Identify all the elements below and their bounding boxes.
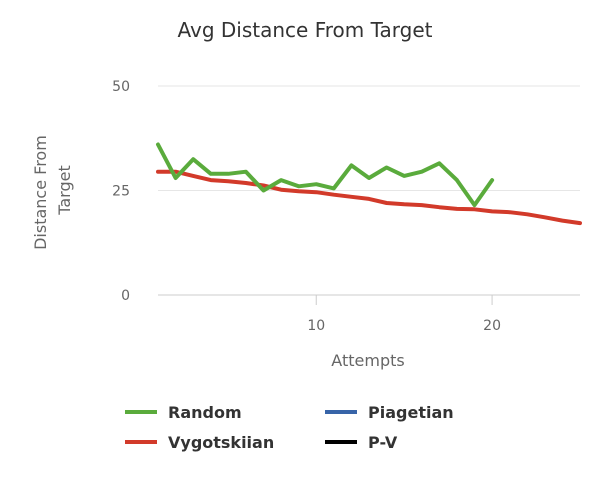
y-tick-label: 25 xyxy=(112,184,130,200)
y-axis-title: Distance From Target xyxy=(31,130,74,250)
legend: Random Piagetian Vygotskiian P-V xyxy=(125,403,454,452)
legend-item-vygotskiian[interactable]: Vygotskiian xyxy=(125,433,274,452)
chart-title: Avg Distance From Target xyxy=(178,18,433,42)
legend-label: P-V xyxy=(368,433,398,452)
legend-item-p-v[interactable]: P-V xyxy=(325,433,398,452)
legend-label: Piagetian xyxy=(368,403,454,422)
series-line-vygotskiian xyxy=(156,169,582,226)
x-tick-label: 10 xyxy=(307,318,325,334)
x-tick-label: 20 xyxy=(483,318,501,334)
series-lines xyxy=(156,142,582,226)
legend-item-random[interactable]: Random xyxy=(125,403,242,422)
axes: 0 25 50 10 20 xyxy=(112,79,580,334)
y-tick-label: 50 xyxy=(112,79,130,95)
legend-label: Vygotskiian xyxy=(168,433,274,452)
legend-label: Random xyxy=(168,403,242,422)
grid-lines xyxy=(158,85,580,191)
legend-item-piagetian[interactable]: Piagetian xyxy=(325,403,454,422)
y-tick-label: 0 xyxy=(121,288,130,304)
x-axis-title: Attempts xyxy=(331,351,404,370)
series-line-random xyxy=(156,142,495,208)
